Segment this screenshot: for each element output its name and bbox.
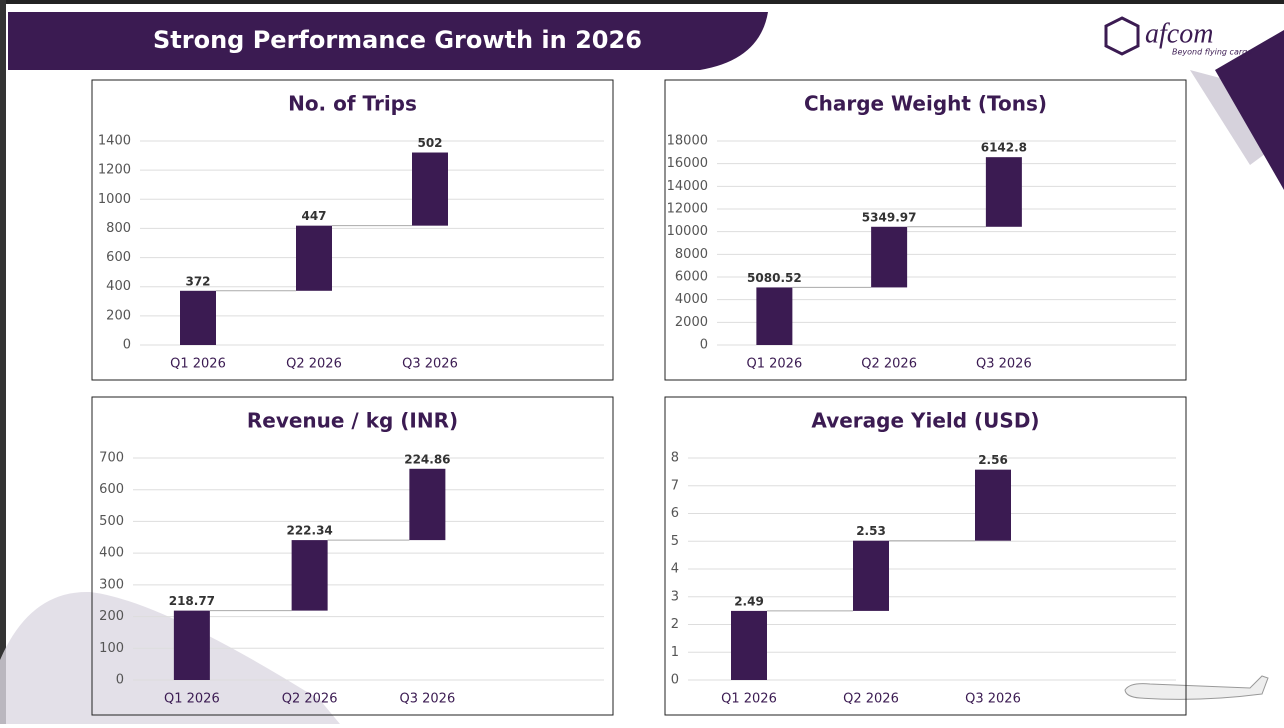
y-tick-label: 0	[700, 338, 708, 353]
y-tick-label: 700	[99, 451, 124, 466]
bar	[871, 226, 908, 288]
bar	[180, 290, 216, 345]
y-tick-label: 600	[106, 250, 131, 265]
y-tick-label: 2000	[675, 315, 708, 330]
y-tick-label: 10000	[667, 224, 708, 239]
x-tick-label: Q1 2026	[170, 357, 226, 372]
chart-frame	[91, 79, 614, 381]
data-label: 5080.52	[747, 271, 802, 285]
x-tick-label: Q2 2026	[282, 692, 338, 707]
y-tick-label: 200	[99, 609, 124, 624]
x-tick-label: Q2 2026	[286, 357, 342, 372]
data-label: 6142.8	[981, 141, 1027, 155]
chart-title: Charge Weight (Tons)	[804, 92, 1047, 116]
bar	[173, 610, 210, 680]
x-tick-label: Q3 2026	[976, 357, 1032, 372]
y-tick-label: 5	[671, 534, 679, 549]
data-label: 502	[417, 136, 442, 150]
y-tick-label: 500	[99, 514, 124, 529]
logo-tagline: Beyond flying cargo	[1172, 48, 1252, 57]
y-tick-label: 200	[106, 308, 131, 323]
x-tick-label: Q2 2026	[861, 357, 917, 372]
top-edge	[0, 0, 1284, 4]
chart-frame	[664, 396, 1187, 716]
y-tick-label: 6	[671, 506, 679, 521]
x-tick-label: Q1 2026	[164, 692, 220, 707]
x-tick-label: Q3 2026	[402, 357, 458, 372]
chart-title: Average Yield (USD)	[811, 409, 1039, 433]
y-tick-label: 1	[671, 645, 679, 660]
header-title: Strong Performance Growth in 2026	[153, 26, 642, 54]
bar	[409, 468, 446, 541]
logo-name: afcom	[1145, 18, 1213, 49]
deco-bottom-left	[0, 591, 340, 724]
chart-frame	[91, 396, 614, 716]
data-label: 2.53	[856, 524, 886, 538]
plane-body	[1124, 675, 1269, 700]
logo-mark	[1104, 16, 1140, 56]
y-tick-label: 0	[116, 673, 124, 688]
y-tick-label: 800	[106, 221, 131, 236]
y-tick-label: 6000	[675, 270, 708, 285]
y-tick-label: 0	[671, 673, 679, 688]
y-tick-label: 0	[123, 338, 131, 353]
y-tick-label: 100	[99, 641, 124, 656]
bar	[853, 540, 889, 611]
chart-title: Revenue / kg (INR)	[247, 409, 458, 433]
y-tick-label: 4	[671, 562, 679, 577]
y-tick-label: 1000	[98, 192, 131, 207]
x-tick-label: Q3 2026	[400, 692, 456, 707]
bar	[985, 157, 1022, 227]
logo: afcom Beyond flying cargo	[1104, 16, 1252, 57]
data-label: 447	[301, 209, 326, 223]
y-tick-label: 4000	[675, 292, 708, 307]
y-tick-label: 300	[99, 577, 124, 592]
chart-title: No. of Trips	[288, 92, 417, 116]
x-tick-label: Q1 2026	[747, 357, 803, 372]
bar	[296, 225, 332, 291]
y-tick-label: 1400	[98, 134, 131, 149]
y-tick-label: 18000	[667, 134, 708, 149]
data-label: 5349.97	[862, 210, 917, 224]
y-tick-label: 16000	[667, 156, 708, 171]
y-tick-label: 400	[99, 546, 124, 561]
chart-frame	[664, 79, 1187, 381]
plane	[1124, 675, 1269, 700]
bar	[291, 540, 328, 611]
bar	[412, 152, 448, 226]
x-tick-label: Q2 2026	[843, 692, 899, 707]
x-tick-label: Q1 2026	[721, 692, 777, 707]
deco-purple	[1215, 30, 1284, 190]
y-tick-label: 8	[671, 451, 679, 466]
y-tick-label: 14000	[667, 179, 708, 194]
y-tick-label: 8000	[675, 247, 708, 262]
data-label: 2.49	[734, 594, 764, 608]
y-tick-label: 12000	[667, 202, 708, 217]
y-tick-label: 400	[106, 279, 131, 294]
y-tick-label: 2	[671, 617, 679, 632]
data-label: 218.77	[169, 594, 215, 608]
data-label: 222.34	[286, 524, 332, 538]
x-tick-label: Q3 2026	[965, 692, 1021, 707]
data-label: 224.86	[404, 452, 450, 466]
data-label: 2.56	[978, 453, 1008, 467]
bar	[756, 287, 793, 345]
bar	[975, 469, 1011, 541]
header-band	[8, 12, 768, 70]
left-edge	[0, 0, 6, 724]
y-tick-label: 1200	[98, 163, 131, 178]
data-label: 372	[185, 274, 210, 288]
y-tick-label: 7	[671, 478, 679, 493]
bar	[731, 610, 767, 680]
y-tick-label: 3	[671, 589, 679, 604]
y-tick-label: 600	[99, 482, 124, 497]
